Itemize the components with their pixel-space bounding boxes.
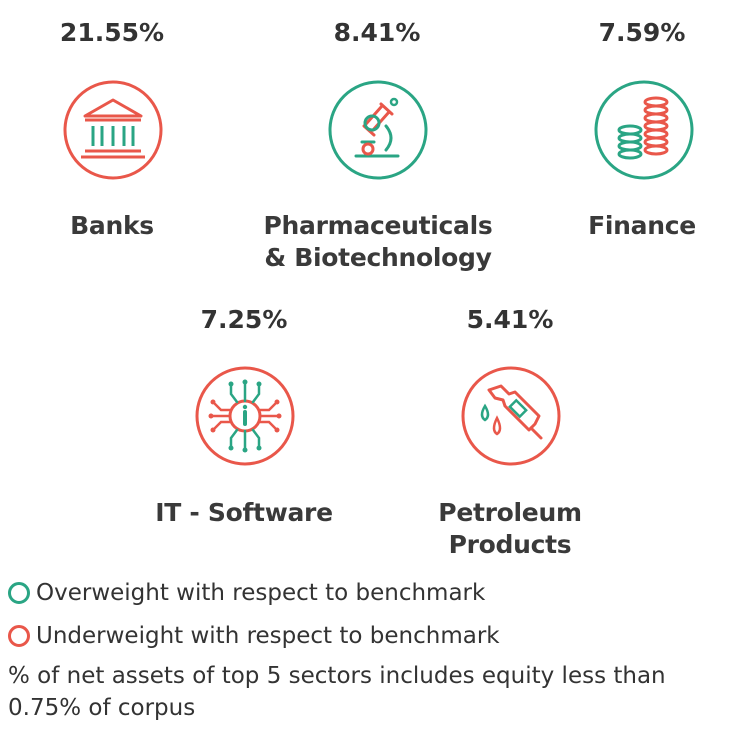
legend-underweight: Underweight with respect to benchmark	[8, 619, 500, 653]
coins-icon	[592, 78, 696, 182]
bank-icon	[61, 78, 165, 182]
legend-label: Underweight with respect to benchmark	[36, 623, 500, 649]
sector-name: Banks	[70, 211, 154, 240]
sector-percent: 5.41%	[466, 305, 554, 334]
sector-percent: 8.41%	[333, 18, 421, 47]
fuel-nozzle-icon	[459, 364, 563, 468]
legend-label: Overweight with respect to benchmark	[36, 580, 486, 606]
footnote: % of net assets of top 5 sectors include…	[8, 663, 666, 721]
green-ring-icon	[8, 582, 30, 604]
chip-icon	[193, 364, 297, 468]
microscope-icon	[326, 78, 430, 182]
sector-percent: 7.59%	[598, 18, 686, 47]
sector-name: Finance	[588, 211, 696, 240]
red-ring-icon	[8, 625, 30, 647]
sector-name: Petroleum Products	[438, 498, 582, 559]
sector-name: IT - Software	[155, 498, 333, 527]
sector-name: Pharmaceuticals & Biotechnology	[263, 211, 493, 272]
legend-overweight: Overweight with respect to benchmark	[8, 576, 485, 610]
sector-percent: 21.55%	[59, 18, 165, 47]
sector-percent: 7.25%	[200, 305, 288, 334]
